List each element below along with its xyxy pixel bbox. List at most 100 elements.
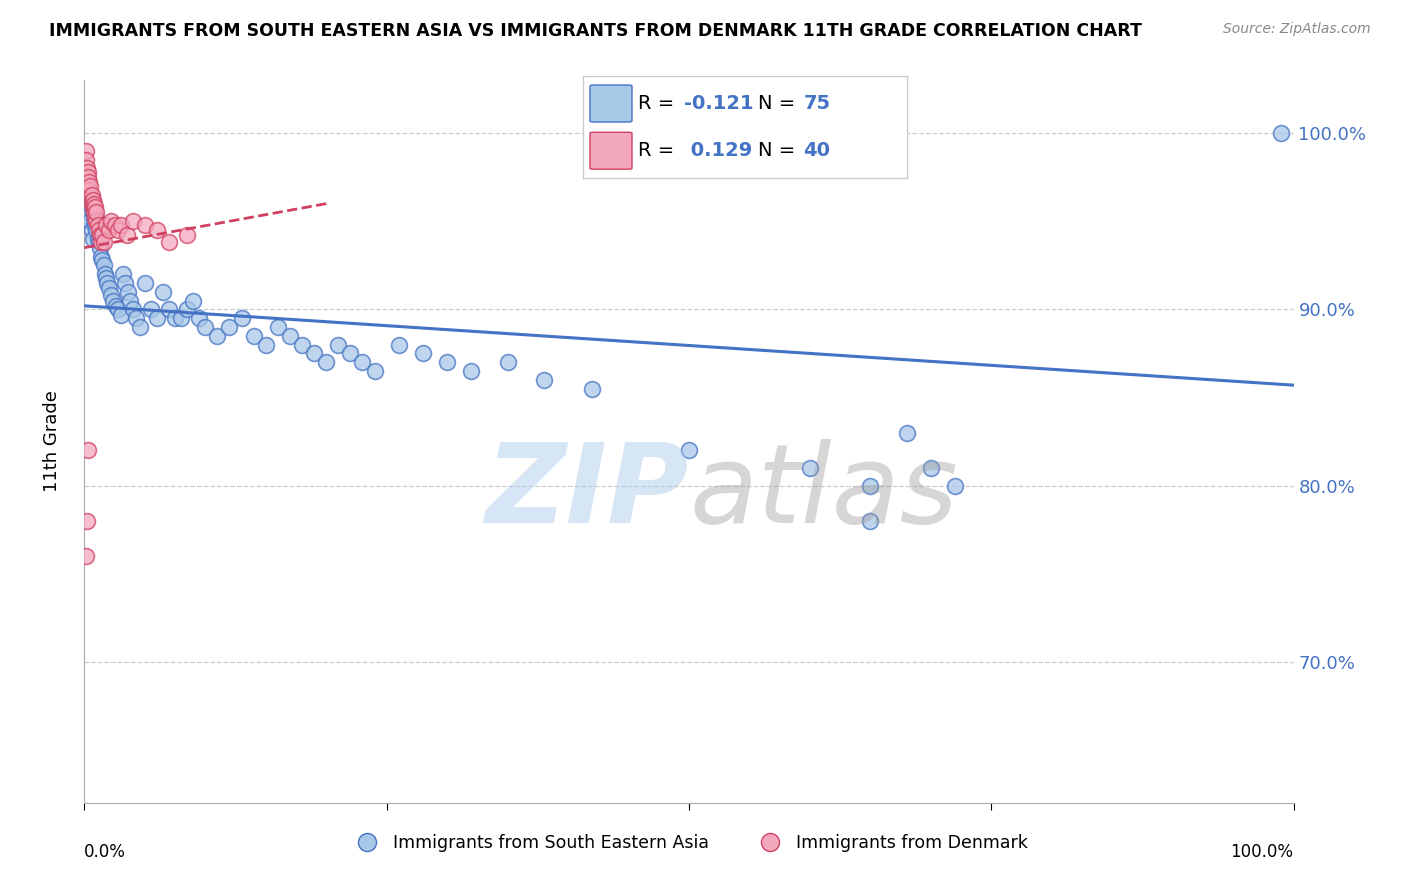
Text: R =: R =: [638, 141, 681, 161]
Point: [86, 232, 108, 246]
Point: [1270, 126, 1292, 140]
Point: [117, 285, 139, 299]
Point: [134, 276, 156, 290]
Point: [79, 187, 101, 202]
Point: [291, 337, 314, 351]
Point: [896, 425, 918, 440]
Point: [80, 196, 103, 211]
Point: [242, 328, 264, 343]
Point: [107, 302, 129, 317]
Point: [77, 443, 100, 458]
Point: [87, 223, 110, 237]
Point: [165, 311, 187, 326]
Point: [412, 346, 434, 360]
Point: [139, 302, 162, 317]
Point: [207, 328, 229, 343]
Point: [943, 478, 966, 492]
Point: [496, 355, 519, 369]
Point: [107, 223, 129, 237]
Point: [79, 179, 101, 194]
Point: [157, 235, 180, 250]
Point: [94, 218, 117, 232]
Text: IMMIGRANTS FROM SOUTH EASTERN ASIA VS IMMIGRANTS FROM DENMARK 11TH GRADE CORRELA: IMMIGRANTS FROM SOUTH EASTERN ASIA VS IM…: [49, 22, 1142, 40]
Point: [112, 267, 135, 281]
Point: [278, 328, 301, 343]
Point: [80, 223, 103, 237]
Point: [86, 214, 108, 228]
Text: 0.129: 0.129: [683, 141, 752, 161]
Text: R =: R =: [638, 94, 681, 113]
Text: N =: N =: [758, 94, 801, 113]
Point: [352, 355, 374, 369]
Point: [77, 182, 100, 196]
Point: [83, 196, 105, 211]
Text: atlas: atlas: [689, 439, 957, 546]
Point: [103, 293, 125, 308]
Point: [77, 165, 100, 179]
Point: [859, 514, 882, 528]
Point: [100, 288, 122, 302]
Point: [188, 311, 211, 326]
Point: [100, 214, 122, 228]
Point: [89, 228, 111, 243]
Point: [90, 250, 112, 264]
Text: 40: 40: [803, 141, 831, 161]
Point: [84, 218, 107, 232]
Point: [86, 205, 108, 219]
Point: [75, 179, 97, 194]
Point: [90, 235, 112, 250]
Point: [218, 320, 240, 334]
Point: [170, 311, 193, 326]
Point: [363, 364, 385, 378]
Point: [533, 373, 555, 387]
Point: [82, 205, 104, 219]
Point: [86, 223, 108, 237]
Point: [77, 205, 100, 219]
Point: [339, 346, 361, 360]
Point: [920, 461, 942, 475]
Point: [87, 235, 110, 250]
FancyBboxPatch shape: [591, 85, 633, 122]
Point: [84, 211, 107, 225]
Point: [110, 218, 132, 232]
Point: [799, 461, 821, 475]
Point: [114, 276, 136, 290]
Point: [89, 241, 111, 255]
Point: [75, 153, 97, 167]
Point: [115, 228, 138, 243]
Point: [267, 320, 290, 334]
Point: [121, 302, 143, 317]
Point: [86, 211, 108, 225]
Point: [91, 253, 114, 268]
FancyBboxPatch shape: [591, 132, 633, 169]
Point: [79, 214, 101, 228]
Point: [77, 170, 100, 185]
Text: Source: ZipAtlas.com: Source: ZipAtlas.com: [1223, 22, 1371, 37]
Point: [86, 218, 108, 232]
Point: [181, 293, 204, 308]
Point: [129, 320, 152, 334]
Legend: Immigrants from South Eastern Asia, Immigrants from Denmark: Immigrants from South Eastern Asia, Immi…: [343, 827, 1035, 859]
Point: [83, 205, 105, 219]
Point: [76, 514, 98, 528]
Point: [84, 200, 107, 214]
Point: [581, 382, 603, 396]
Text: ZIP: ZIP: [485, 439, 689, 546]
Point: [302, 346, 325, 360]
Point: [82, 232, 104, 246]
Text: -0.121: -0.121: [683, 94, 754, 113]
Point: [110, 308, 132, 322]
Point: [97, 223, 120, 237]
Point: [176, 302, 198, 317]
Point: [75, 549, 97, 563]
Text: 75: 75: [803, 94, 831, 113]
Point: [94, 270, 117, 285]
Point: [75, 144, 97, 158]
Point: [93, 258, 115, 272]
Point: [146, 223, 169, 237]
Point: [436, 355, 458, 369]
Point: [460, 364, 482, 378]
Point: [134, 218, 156, 232]
Text: N =: N =: [758, 141, 801, 161]
Point: [82, 193, 104, 207]
